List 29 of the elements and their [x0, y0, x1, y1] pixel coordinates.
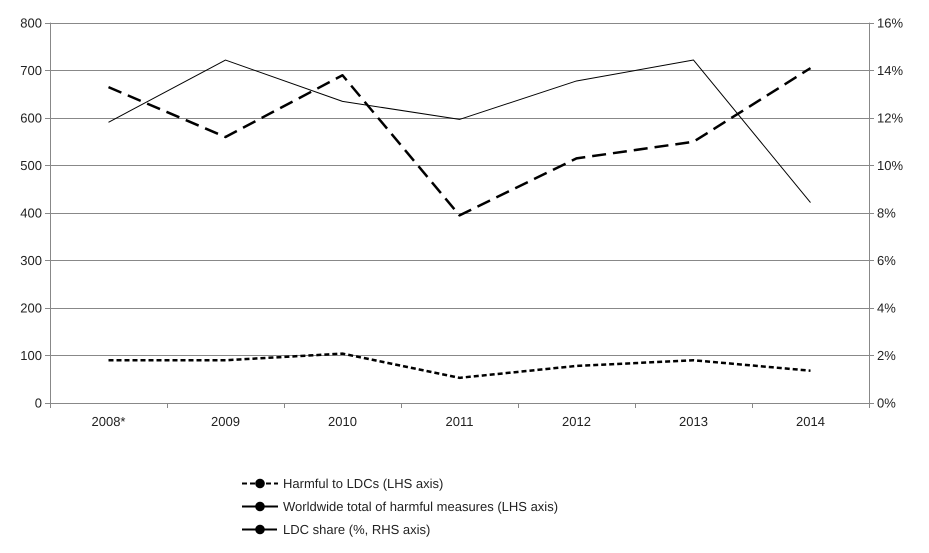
- legend-label: Harmful to LDCs (LHS axis): [283, 476, 444, 491]
- y2-tick-label: 2%: [877, 348, 896, 363]
- y2-tick-label: 12%: [877, 110, 904, 126]
- legend-label: Worldwide total of harmful measures (LHS axis): [283, 499, 558, 514]
- line-series: [107, 352, 812, 380]
- legend-label: LDC share (%, RHS axis): [283, 522, 430, 537]
- y-tick-label: 600: [20, 110, 42, 126]
- x-tick-label: 2010: [328, 414, 357, 429]
- y2-tick-label: 4%: [877, 300, 896, 316]
- y2-tick-label: 14%: [877, 63, 904, 78]
- y-tick-label: 400: [20, 206, 42, 220]
- y2-tick-label: 10%: [877, 158, 904, 173]
- y-tick-label: 100: [20, 348, 42, 363]
- y-tick-label: 0: [34, 396, 42, 410]
- x-tick-label: 2008*: [92, 414, 126, 429]
- x-tick-label: 2014: [796, 414, 825, 429]
- x-tick-label: 2011: [446, 414, 474, 429]
- y2-tick-label: 0%: [877, 396, 896, 410]
- y-tick-label: 700: [20, 63, 42, 78]
- y-tick-label: 500: [20, 158, 42, 173]
- y2-tick-label: 16%: [877, 16, 904, 30]
- x-tick-label: 2009: [211, 414, 240, 429]
- x-tick-label: 2013: [679, 414, 708, 429]
- y-tick-label: 800: [20, 16, 42, 30]
- y2-tick-label: 6%: [877, 253, 896, 268]
- y-tick-label: 200: [20, 300, 42, 316]
- x-tick-label: 2012: [562, 414, 591, 429]
- y2-tick-label: 8%: [877, 206, 896, 220]
- y-tick-label: 300: [20, 253, 42, 268]
